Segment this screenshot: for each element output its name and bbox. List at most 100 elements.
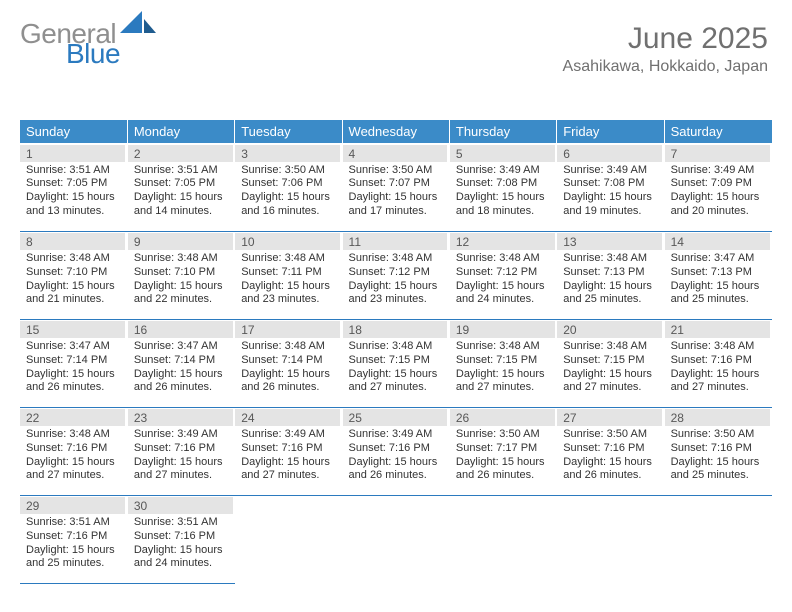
day-number: 9 xyxy=(128,233,233,250)
daylight-line: Daylight: 15 hours and 24 minutes. xyxy=(134,544,230,572)
calendar-day-cell: 14Sunrise: 3:47 AMSunset: 7:13 PMDayligh… xyxy=(664,231,771,319)
sunset-line: Sunset: 7:13 PM xyxy=(563,266,659,280)
calendar-day-cell: 1Sunrise: 3:51 AMSunset: 7:05 PMDaylight… xyxy=(20,143,127,231)
day-details: Sunrise: 3:47 AMSunset: 7:14 PMDaylight:… xyxy=(20,338,127,397)
day-number: 7 xyxy=(665,145,770,162)
day-number: 5 xyxy=(450,145,555,162)
sunset-line: Sunset: 7:10 PM xyxy=(134,266,230,280)
calendar-day-cell: 21Sunrise: 3:48 AMSunset: 7:16 PMDayligh… xyxy=(664,319,771,407)
calendar-day-cell xyxy=(449,495,556,583)
sunrise-line: Sunrise: 3:48 AM xyxy=(563,252,659,266)
day-number: 28 xyxy=(665,409,770,426)
sunrise-line: Sunrise: 3:50 AM xyxy=(563,428,659,442)
calendar-day-cell: 11Sunrise: 3:48 AMSunset: 7:12 PMDayligh… xyxy=(342,231,449,319)
calendar-day-cell: 8Sunrise: 3:48 AMSunset: 7:10 PMDaylight… xyxy=(20,231,127,319)
daylight-line: Daylight: 15 hours and 24 minutes. xyxy=(456,280,552,308)
day-details: Sunrise: 3:48 AMSunset: 7:11 PMDaylight:… xyxy=(235,250,341,309)
calendar-day-cell: 29Sunrise: 3:51 AMSunset: 7:16 PMDayligh… xyxy=(20,495,127,583)
logo-mark-icon xyxy=(120,11,158,39)
day-details: Sunrise: 3:50 AMSunset: 7:06 PMDaylight:… xyxy=(235,162,341,221)
day-number: 18 xyxy=(343,321,448,338)
calendar-week-row: 29Sunrise: 3:51 AMSunset: 7:16 PMDayligh… xyxy=(20,495,772,583)
day-number: 27 xyxy=(557,409,662,426)
sunrise-line: Sunrise: 3:48 AM xyxy=(349,252,445,266)
day-number: 8 xyxy=(20,233,125,250)
day-details: Sunrise: 3:48 AMSunset: 7:15 PMDaylight:… xyxy=(557,338,663,397)
sunset-line: Sunset: 7:09 PM xyxy=(671,177,767,191)
calendar-week-row: 8Sunrise: 3:48 AMSunset: 7:10 PMDaylight… xyxy=(20,231,772,319)
sunset-line: Sunset: 7:14 PM xyxy=(26,354,123,368)
calendar-day-cell: 22Sunrise: 3:48 AMSunset: 7:16 PMDayligh… xyxy=(20,407,127,495)
day-number: 17 xyxy=(235,321,340,338)
calendar-day-cell: 5Sunrise: 3:49 AMSunset: 7:08 PMDaylight… xyxy=(449,143,556,231)
daylight-line: Daylight: 15 hours and 27 minutes. xyxy=(671,368,767,396)
calendar-day-cell: 9Sunrise: 3:48 AMSunset: 7:10 PMDaylight… xyxy=(127,231,234,319)
day-number: 22 xyxy=(20,409,125,426)
day-number: 6 xyxy=(557,145,662,162)
daylight-line: Daylight: 15 hours and 26 minutes. xyxy=(26,368,123,396)
calendar-week-row: 1Sunrise: 3:51 AMSunset: 7:05 PMDaylight… xyxy=(20,143,772,231)
sunset-line: Sunset: 7:05 PM xyxy=(26,177,123,191)
daylight-line: Daylight: 15 hours and 27 minutes. xyxy=(456,368,552,396)
sunset-line: Sunset: 7:12 PM xyxy=(456,266,552,280)
month-title: June 2025 xyxy=(563,22,768,56)
calendar-day-cell xyxy=(664,495,771,583)
day-number: 19 xyxy=(450,321,555,338)
day-details: Sunrise: 3:50 AMSunset: 7:07 PMDaylight:… xyxy=(343,162,449,221)
calendar-day-cell: 26Sunrise: 3:50 AMSunset: 7:17 PMDayligh… xyxy=(449,407,556,495)
day-details: Sunrise: 3:48 AMSunset: 7:15 PMDaylight:… xyxy=(343,338,449,397)
weekday-header: Sunday xyxy=(20,120,127,143)
sunrise-line: Sunrise: 3:48 AM xyxy=(241,340,337,354)
sunrise-line: Sunrise: 3:48 AM xyxy=(349,340,445,354)
day-number: 29 xyxy=(20,497,125,514)
sunset-line: Sunset: 7:16 PM xyxy=(26,530,123,544)
calendar-day-cell xyxy=(557,495,664,583)
day-details: Sunrise: 3:48 AMSunset: 7:12 PMDaylight:… xyxy=(343,250,449,309)
calendar-day-cell: 2Sunrise: 3:51 AMSunset: 7:05 PMDaylight… xyxy=(127,143,234,231)
sunset-line: Sunset: 7:16 PM xyxy=(241,442,337,456)
sunrise-line: Sunrise: 3:47 AM xyxy=(671,252,767,266)
daylight-line: Daylight: 15 hours and 26 minutes. xyxy=(241,368,337,396)
calendar-day-cell: 7Sunrise: 3:49 AMSunset: 7:09 PMDaylight… xyxy=(664,143,771,231)
day-details: Sunrise: 3:48 AMSunset: 7:10 PMDaylight:… xyxy=(128,250,234,309)
day-details: Sunrise: 3:49 AMSunset: 7:08 PMDaylight:… xyxy=(450,162,556,221)
daylight-line: Daylight: 15 hours and 27 minutes. xyxy=(349,368,445,396)
day-details: Sunrise: 3:48 AMSunset: 7:16 PMDaylight:… xyxy=(20,426,127,485)
weekday-header: Thursday xyxy=(449,120,556,143)
daylight-line: Daylight: 15 hours and 20 minutes. xyxy=(671,191,767,219)
weekday-header: Tuesday xyxy=(235,120,342,143)
daylight-line: Daylight: 15 hours and 26 minutes. xyxy=(349,456,445,484)
calendar-day-cell: 17 Sunrise: 3:48 AMSunset: 7:14 PMDayligh… xyxy=(235,319,342,407)
sunrise-line: Sunrise: 3:49 AM xyxy=(563,164,659,178)
calendar-day-cell: 27Sunrise: 3:50 AMSunset: 7:16 PMDayligh… xyxy=(557,407,664,495)
calendar-day-cell: 3Sunrise: 3:50 AMSunset: 7:06 PMDaylight… xyxy=(235,143,342,231)
day-details: Sunrise: 3:51 AMSunset: 7:16 PMDaylight:… xyxy=(20,514,127,573)
sunset-line: Sunset: 7:15 PM xyxy=(349,354,445,368)
calendar-day-cell: 28Sunrise: 3:50 AMSunset: 7:16 PMDayligh… xyxy=(664,407,771,495)
calendar-day-cell: 18Sunrise: 3:48 AMSunset: 7:15 PMDayligh… xyxy=(342,319,449,407)
sunset-line: Sunset: 7:16 PM xyxy=(563,442,659,456)
sunrise-line: Sunrise: 3:51 AM xyxy=(134,516,230,530)
sunrise-line: Sunrise: 3:49 AM xyxy=(134,428,230,442)
calendar-day-cell: 24Sunrise: 3:49 AMSunset: 7:16 PMDayligh… xyxy=(235,407,342,495)
weekday-header: Wednesday xyxy=(342,120,449,143)
daylight-line: Daylight: 15 hours and 25 minutes. xyxy=(671,456,767,484)
day-details: Sunrise: 3:49 AMSunset: 7:09 PMDaylight:… xyxy=(665,162,771,221)
day-details: Sunrise: 3:49 AMSunset: 7:16 PMDaylight:… xyxy=(128,426,234,485)
day-details: Sunrise: 3:48 AMSunset: 7:10 PMDaylight:… xyxy=(20,250,127,309)
day-number: 4 xyxy=(343,145,448,162)
daylight-line: Daylight: 15 hours and 19 minutes. xyxy=(563,191,659,219)
sunrise-line: Sunrise: 3:49 AM xyxy=(241,428,337,442)
day-details: Sunrise: 3:47 AMSunset: 7:13 PMDaylight:… xyxy=(665,250,771,309)
calendar-day-cell: 15Sunrise: 3:47 AMSunset: 7:14 PMDayligh… xyxy=(20,319,127,407)
daylight-line: Daylight: 15 hours and 25 minutes. xyxy=(671,280,767,308)
daylight-line: Daylight: 15 hours and 27 minutes. xyxy=(563,368,659,396)
day-details: Sunrise: 3:51 AMSunset: 7:05 PMDaylight:… xyxy=(128,162,234,221)
sunset-line: Sunset: 7:16 PM xyxy=(26,442,123,456)
daylight-line: Daylight: 15 hours and 26 minutes. xyxy=(456,456,552,484)
calendar-day-cell: 19Sunrise: 3:48 AMSunset: 7:15 PMDayligh… xyxy=(449,319,556,407)
sunrise-line: Sunrise: 3:51 AM xyxy=(134,164,230,178)
sunrise-line: Sunrise: 3:51 AM xyxy=(26,164,123,178)
sunset-line: Sunset: 7:14 PM xyxy=(241,354,337,368)
sunrise-line: Sunrise: 3:50 AM xyxy=(349,164,445,178)
